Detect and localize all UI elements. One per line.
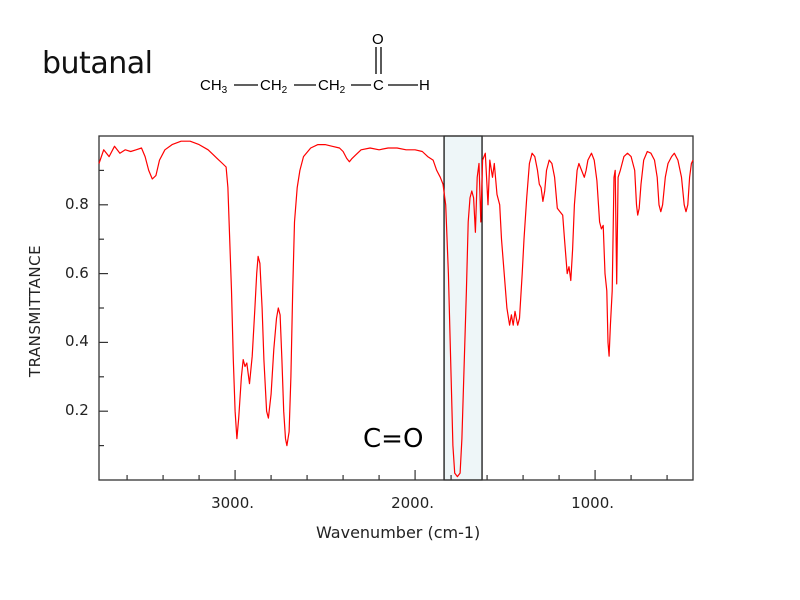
spectrum-line: [98, 140, 694, 478]
formula-group-ch2-b: CH2: [318, 77, 346, 96]
compound-name: butanal: [42, 46, 153, 81]
y-axis-ticks: [99, 169, 108, 447]
carbonyl-annotation: C=O: [363, 424, 424, 454]
y-tick-label: 0.6: [65, 263, 89, 282]
y-axis-label: TRANSMITTANCE: [26, 244, 44, 378]
y-tick-label: 0.4: [65, 332, 89, 351]
x-axis-label: Wavenumber (cm-1): [316, 523, 481, 542]
formula-hydrogen: H: [419, 77, 430, 94]
x-tick-label: 1000.: [571, 494, 615, 512]
formula-carbon: C: [373, 77, 384, 94]
structural-formula: CH3 CH2 CH2 C H O: [200, 31, 430, 96]
formula-group-ch2-a: CH2: [260, 77, 288, 96]
y-tick-label: 0.2: [65, 401, 89, 420]
formula-group-ch3: CH3: [200, 77, 228, 96]
x-tick-label: 3000.: [211, 494, 255, 512]
formula-oxygen: O: [372, 31, 384, 48]
x-axis-ticks: [126, 470, 668, 480]
y-tick-label: 0.8: [65, 194, 89, 213]
x-tick-label: 2000.: [391, 494, 435, 512]
